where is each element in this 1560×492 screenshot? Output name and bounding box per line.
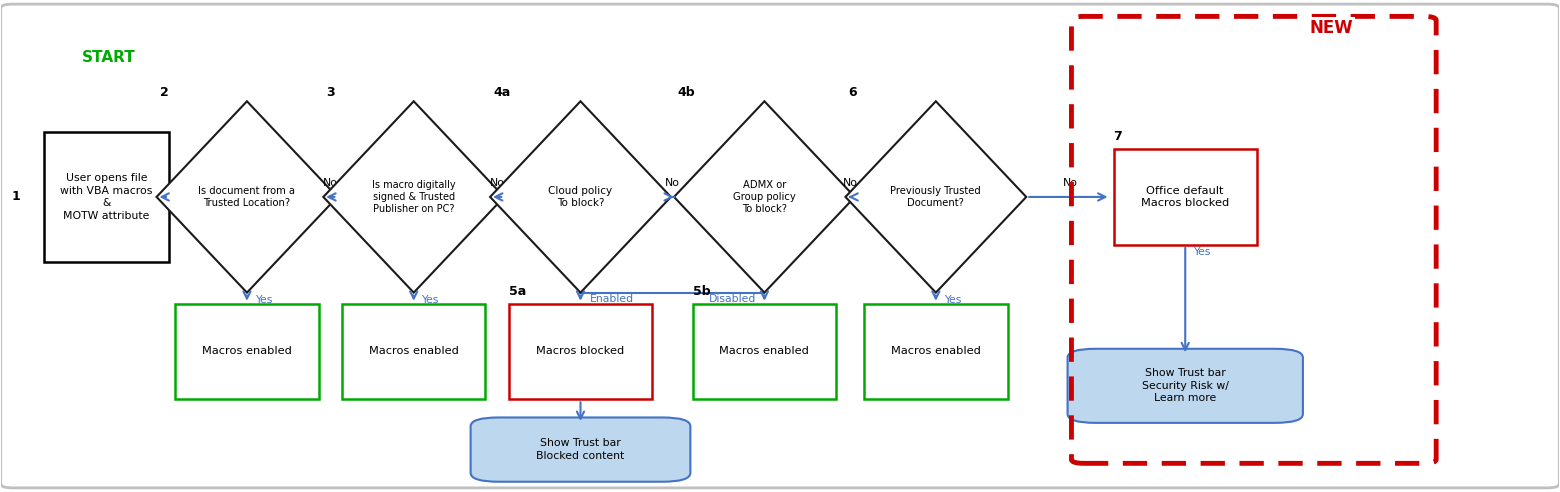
Text: NEW: NEW (1310, 19, 1354, 37)
Text: User opens file
with VBA macros
&
MOTW attribute: User opens file with VBA macros & MOTW a… (61, 173, 153, 220)
Text: 4a: 4a (493, 86, 510, 99)
Text: Yes: Yes (254, 295, 271, 305)
Text: 1: 1 (12, 190, 20, 203)
FancyBboxPatch shape (471, 418, 691, 482)
FancyBboxPatch shape (1114, 149, 1257, 245)
Polygon shape (156, 101, 337, 293)
Text: Yes: Yes (421, 295, 438, 305)
Text: No: No (490, 178, 504, 188)
Text: Macros enabled: Macros enabled (368, 346, 459, 357)
Text: 5a: 5a (509, 285, 526, 298)
Text: 7: 7 (1114, 130, 1122, 143)
Text: 5b: 5b (693, 285, 710, 298)
FancyBboxPatch shape (44, 132, 168, 262)
Text: Macros blocked: Macros blocked (537, 346, 624, 357)
Text: No: No (323, 178, 339, 188)
Text: Macros enabled: Macros enabled (719, 346, 810, 357)
Text: Disabled: Disabled (710, 294, 757, 304)
Polygon shape (323, 101, 504, 293)
Text: Enabled: Enabled (590, 294, 633, 304)
Text: START: START (81, 50, 136, 64)
Text: Is macro digitally
signed & Trusted
Publisher on PC?: Is macro digitally signed & Trusted Publ… (371, 180, 456, 215)
Text: Is document from a
Trusted Location?: Is document from a Trusted Location? (198, 186, 295, 208)
Text: Show Trust bar
Security Risk w/
Learn more: Show Trust bar Security Risk w/ Learn mo… (1142, 369, 1229, 403)
Text: 4b: 4b (677, 86, 694, 99)
Polygon shape (490, 101, 671, 293)
Text: 6: 6 (849, 86, 856, 99)
Text: Office default
Macros blocked: Office default Macros blocked (1140, 186, 1229, 208)
Text: Previously Trusted
Document?: Previously Trusted Document? (891, 186, 981, 208)
Polygon shape (674, 101, 855, 293)
Text: No: No (842, 178, 858, 188)
FancyBboxPatch shape (175, 304, 318, 400)
Text: Show Trust bar
Blocked content: Show Trust bar Blocked content (537, 438, 624, 461)
Text: Yes: Yes (944, 295, 961, 305)
FancyBboxPatch shape (342, 304, 485, 400)
FancyBboxPatch shape (693, 304, 836, 400)
FancyBboxPatch shape (0, 4, 1560, 488)
Text: No: No (665, 178, 680, 188)
Text: No: No (1062, 178, 1078, 188)
Text: Macros enabled: Macros enabled (201, 346, 292, 357)
Text: 3: 3 (326, 86, 335, 99)
Text: ADMX or
Group policy
To block?: ADMX or Group policy To block? (733, 180, 796, 215)
Text: 2: 2 (159, 86, 168, 99)
FancyBboxPatch shape (864, 304, 1008, 400)
Text: Macros enabled: Macros enabled (891, 346, 981, 357)
FancyBboxPatch shape (1067, 349, 1303, 423)
Polygon shape (846, 101, 1026, 293)
FancyBboxPatch shape (509, 304, 652, 400)
Text: Yes: Yes (1193, 247, 1211, 257)
Text: Cloud policy
To block?: Cloud policy To block? (549, 186, 613, 208)
